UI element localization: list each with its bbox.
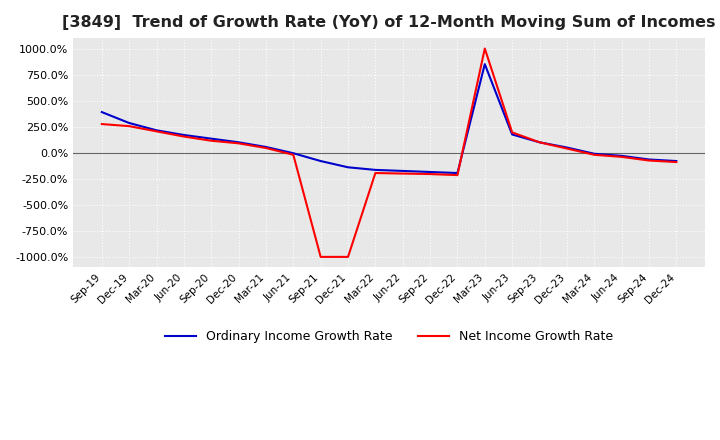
Net Income Growth Rate — [152, 129, 161, 134]
Line: Net Income Growth Rate: Net Income Growth Rate — [102, 48, 676, 257]
Net Income Growth Rate — [261, 145, 270, 150]
Net Income Growth Rate — [453, 172, 462, 178]
Ordinary Income Growth Rate — [590, 151, 598, 156]
Ordinary Income Growth Rate — [316, 158, 325, 164]
Ordinary Income Growth Rate — [672, 158, 680, 164]
Ordinary Income Growth Rate — [179, 132, 188, 138]
Ordinary Income Growth Rate — [453, 170, 462, 176]
Net Income Growth Rate — [590, 152, 598, 158]
Net Income Growth Rate — [508, 130, 516, 135]
Legend: Ordinary Income Growth Rate, Net Income Growth Rate: Ordinary Income Growth Rate, Net Income … — [160, 325, 618, 348]
Net Income Growth Rate — [289, 152, 297, 158]
Ordinary Income Growth Rate — [343, 165, 352, 170]
Ordinary Income Growth Rate — [261, 144, 270, 150]
Net Income Growth Rate — [672, 159, 680, 165]
Ordinary Income Growth Rate — [125, 121, 133, 126]
Net Income Growth Rate — [644, 158, 653, 163]
Ordinary Income Growth Rate — [508, 132, 516, 137]
Net Income Growth Rate — [535, 139, 544, 145]
Ordinary Income Growth Rate — [562, 145, 571, 150]
Net Income Growth Rate — [617, 154, 626, 160]
Line: Ordinary Income Growth Rate: Ordinary Income Growth Rate — [102, 64, 676, 173]
Ordinary Income Growth Rate — [535, 139, 544, 145]
Ordinary Income Growth Rate — [207, 136, 215, 141]
Net Income Growth Rate — [562, 146, 571, 151]
Net Income Growth Rate — [343, 254, 352, 260]
Net Income Growth Rate — [371, 170, 379, 176]
Ordinary Income Growth Rate — [371, 167, 379, 172]
Title: [3849]  Trend of Growth Rate (YoY) of 12-Month Moving Sum of Incomes: [3849] Trend of Growth Rate (YoY) of 12-… — [63, 15, 716, 30]
Ordinary Income Growth Rate — [644, 157, 653, 162]
Ordinary Income Growth Rate — [289, 150, 297, 156]
Ordinary Income Growth Rate — [617, 153, 626, 158]
Net Income Growth Rate — [234, 141, 243, 146]
Ordinary Income Growth Rate — [480, 62, 489, 67]
Ordinary Income Growth Rate — [97, 110, 106, 115]
Net Income Growth Rate — [179, 134, 188, 139]
Net Income Growth Rate — [207, 138, 215, 143]
Ordinary Income Growth Rate — [234, 139, 243, 145]
Net Income Growth Rate — [480, 46, 489, 51]
Net Income Growth Rate — [125, 124, 133, 129]
Ordinary Income Growth Rate — [152, 128, 161, 133]
Ordinary Income Growth Rate — [426, 169, 434, 175]
Net Income Growth Rate — [426, 172, 434, 177]
Ordinary Income Growth Rate — [398, 168, 407, 173]
Net Income Growth Rate — [97, 121, 106, 127]
Net Income Growth Rate — [398, 171, 407, 176]
Net Income Growth Rate — [316, 254, 325, 260]
